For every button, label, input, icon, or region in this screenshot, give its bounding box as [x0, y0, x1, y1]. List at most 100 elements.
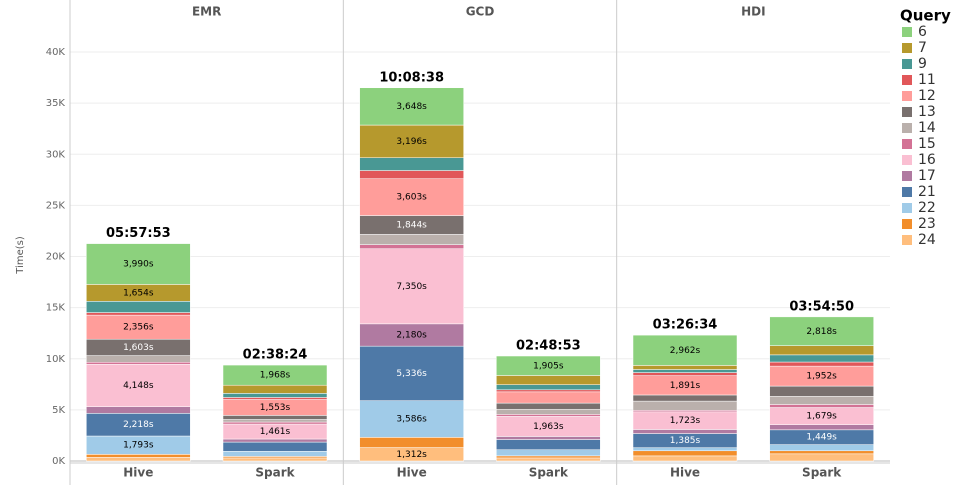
bar-segment	[86, 361, 191, 365]
bar-segment	[359, 170, 464, 179]
legend-swatch	[902, 75, 912, 85]
value-label: 2,180s	[396, 330, 427, 340]
bar-segment	[222, 421, 328, 425]
y-tick-label: 5K	[52, 405, 65, 416]
total-label: 05:57:53	[106, 226, 171, 241]
total-label: 02:48:53	[516, 339, 581, 354]
bar-segment	[632, 450, 738, 457]
value-label: 2,356s	[123, 323, 154, 333]
y-tick-label: 10K	[46, 354, 66, 365]
bar-segment	[496, 402, 601, 410]
legend-label: 12	[918, 88, 936, 104]
legend-label: 21	[918, 184, 936, 200]
value-label: 1,905s	[533, 361, 564, 371]
total-label: 03:54:50	[789, 299, 854, 314]
bar-segment	[359, 178, 464, 216]
value-label: 1,385s	[670, 436, 701, 446]
bar-segment	[496, 355, 601, 376]
bar-segment	[496, 408, 601, 415]
legend-label: 9	[918, 56, 927, 72]
legend-label: 17	[918, 168, 936, 184]
x-tick-label: Hive	[397, 466, 427, 480]
y-tick-label: 40K	[46, 47, 66, 58]
x-tick-label: Spark	[529, 466, 569, 480]
bar-segment	[222, 364, 328, 386]
bar-segment	[359, 87, 464, 126]
bar-segment	[86, 301, 191, 313]
bar-segment	[359, 124, 464, 158]
y-tick-label: 0K	[52, 456, 65, 467]
y-tick-label: 20K	[46, 252, 66, 263]
legend-swatch	[902, 219, 912, 229]
bar-segment	[769, 345, 874, 356]
total-label: 02:38:24	[243, 348, 308, 363]
bar-segment	[86, 243, 191, 285]
bar-segment	[86, 355, 191, 363]
y-tick-label: 25K	[46, 200, 66, 211]
bar-segment	[359, 157, 464, 171]
bar-segment	[359, 400, 464, 438]
legend-title: Query	[900, 7, 951, 25]
bar-segment	[222, 457, 328, 462]
bar-segment	[769, 444, 874, 452]
bar-segment	[86, 364, 191, 407]
bar-segment	[769, 424, 874, 431]
bar-segment	[496, 391, 601, 404]
legend-swatch	[902, 27, 912, 37]
legend-swatch	[902, 107, 912, 117]
value-label: 1,312s	[396, 450, 427, 460]
legend-label: 24	[918, 232, 936, 248]
value-label: 4,148s	[123, 381, 154, 391]
value-label: 1,891s	[670, 381, 701, 391]
bar-segment	[496, 436, 601, 440]
bar-segment	[769, 316, 874, 346]
bar-segment	[769, 385, 874, 397]
value-label: 1,449s	[806, 433, 837, 443]
facet-title: HDI	[741, 5, 765, 19]
bar-segment	[222, 438, 328, 443]
value-label: 3,196s	[396, 137, 427, 147]
bar-segment	[496, 384, 601, 391]
x-tick-label: Spark	[255, 466, 295, 480]
bar-segment	[222, 393, 328, 398]
value-label: 3,603s	[396, 193, 427, 203]
bar-segment	[632, 334, 738, 366]
bar-segment	[496, 414, 601, 417]
value-label: 1,952s	[806, 372, 837, 382]
bar-segment	[359, 437, 464, 448]
value-label: 2,818s	[806, 327, 837, 337]
bar-segment	[359, 244, 464, 249]
legend-swatch	[902, 43, 912, 53]
legend-label: 11	[918, 72, 936, 88]
y-axis-label: Time(s)	[15, 236, 26, 275]
x-tick-label: Hive	[123, 466, 153, 480]
facet-title: GCD	[466, 5, 495, 19]
value-label: 1,461s	[260, 427, 291, 437]
legend-label: 23	[918, 216, 936, 232]
bar-segment	[222, 415, 328, 420]
bar-segment	[222, 419, 328, 423]
legend-swatch	[902, 171, 912, 181]
y-tick-label: 30K	[46, 149, 66, 160]
bar-segment	[769, 404, 874, 408]
bar-segment	[86, 457, 191, 462]
legend-swatch	[902, 235, 912, 245]
value-label: 1,723s	[670, 416, 701, 426]
bar-segment	[632, 372, 738, 376]
bar-segment	[632, 400, 738, 411]
bar-segment	[496, 455, 601, 459]
legend-swatch	[902, 155, 912, 165]
value-label: 3,586s	[396, 415, 427, 425]
bar-segment	[632, 455, 738, 462]
legend-label: 15	[918, 136, 936, 152]
bar-segment	[496, 457, 601, 462]
value-label: 3,648s	[396, 102, 427, 112]
bar-segment	[222, 384, 328, 394]
x-tick-label: Spark	[802, 466, 842, 480]
legend-swatch	[902, 59, 912, 69]
value-label: 7,350s	[396, 282, 427, 292]
bar-segment	[769, 450, 874, 455]
value-label: 1,654s	[123, 288, 154, 298]
value-label: 3,990s	[123, 260, 154, 270]
